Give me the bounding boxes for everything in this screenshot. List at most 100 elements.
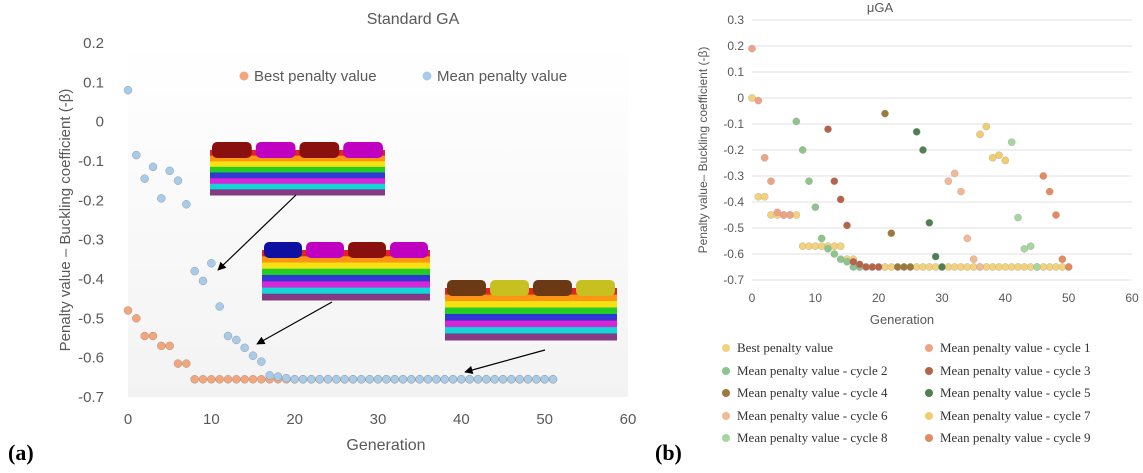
series-7-point bbox=[976, 130, 984, 139]
series-0-point bbox=[798, 242, 807, 250]
legend-label: Mean penalty value - cycle 3 bbox=[940, 362, 1091, 378]
legend-item: Best penalty value bbox=[722, 340, 833, 356]
inset-layer bbox=[445, 307, 617, 315]
chart-b-xtick-label: 40 bbox=[999, 291, 1013, 305]
mean-penalty-point bbox=[307, 375, 316, 384]
chart-a-plot-area bbox=[128, 43, 628, 397]
mean-penalty-point bbox=[348, 375, 358, 384]
series-5-point bbox=[919, 146, 927, 154]
legend-label: Best penalty value bbox=[737, 340, 834, 355]
best-penalty-point bbox=[198, 375, 208, 384]
series-0-point bbox=[1020, 263, 1029, 271]
legend-item: Mean penalty value - cycle 7 bbox=[925, 408, 1091, 424]
series-0-point bbox=[836, 242, 845, 250]
series-6-point bbox=[944, 177, 953, 185]
series-0-point bbox=[767, 211, 775, 219]
mean-penalty-point bbox=[165, 166, 174, 176]
series-2-point bbox=[805, 177, 813, 185]
series-4-point bbox=[900, 263, 908, 271]
legend-item: Mean penalty value - cycle 8 bbox=[722, 430, 888, 446]
series-1-point bbox=[767, 177, 775, 185]
series-6-point bbox=[969, 255, 978, 263]
inset-layer bbox=[210, 183, 385, 190]
legend-item: Mean penalty value - cycle 2 bbox=[722, 363, 888, 379]
series-0-point bbox=[792, 211, 801, 219]
legend-item: Mean penalty value - cycle 3 bbox=[925, 363, 1091, 379]
series-4-point bbox=[893, 263, 902, 271]
series-0-point bbox=[887, 263, 896, 271]
series-0-point bbox=[881, 263, 889, 271]
chart-a-ytick-label: -0.3 bbox=[78, 232, 104, 249]
mean-penalty-point bbox=[190, 266, 199, 276]
mean-penalty-point bbox=[232, 335, 241, 345]
chart-b-xtick-label: 30 bbox=[935, 291, 949, 305]
series-2-point bbox=[824, 245, 832, 253]
legend-marker-mean bbox=[422, 71, 432, 81]
legend-marker bbox=[722, 434, 730, 442]
mean-penalty-point bbox=[498, 375, 508, 384]
chart-b-ytick-label: -0.5 bbox=[723, 221, 744, 235]
series-9-point bbox=[1052, 211, 1060, 219]
mean-penalty-point bbox=[198, 276, 208, 286]
legend-label: Mean penalty value - cycle 8 bbox=[737, 430, 888, 445]
series-1-point bbox=[773, 208, 782, 217]
mean-penalty-point bbox=[207, 259, 216, 268]
series-1-point bbox=[786, 211, 794, 219]
mean-penalty-point bbox=[223, 331, 233, 341]
series-7-point bbox=[1001, 156, 1010, 165]
series-2-point bbox=[811, 203, 820, 211]
series-0-point bbox=[817, 242, 826, 250]
series-7-point bbox=[995, 151, 1003, 159]
mean-penalty-point bbox=[132, 150, 141, 160]
chart-b-xtick-label: 0 bbox=[749, 291, 756, 305]
inset-layer bbox=[210, 178, 385, 185]
chart-a-xtick-label: 10 bbox=[203, 411, 220, 428]
series-1-point bbox=[760, 154, 769, 162]
series-0-point bbox=[754, 193, 763, 201]
legend-marker bbox=[722, 366, 730, 375]
inset-cap bbox=[299, 142, 340, 158]
chart-b-ytick-label: 0.1 bbox=[727, 65, 744, 79]
best-penalty-point bbox=[157, 341, 166, 351]
mean-penalty-point bbox=[157, 194, 166, 203]
inset-layer bbox=[262, 250, 430, 257]
chart-b-xtick-label: 20 bbox=[872, 291, 886, 305]
mean-penalty-point bbox=[398, 375, 408, 384]
series-2-point bbox=[798, 146, 807, 154]
mean-penalty-point bbox=[548, 375, 558, 384]
inset-cap bbox=[264, 242, 302, 258]
legend-label: Mean penalty value - cycle 9 bbox=[940, 430, 1091, 445]
mean-penalty-point bbox=[523, 375, 533, 384]
mean-penalty-point bbox=[432, 375, 441, 384]
legend-marker bbox=[722, 411, 730, 420]
legend-marker bbox=[925, 434, 933, 442]
inset-layer bbox=[262, 262, 430, 270]
series-0-point bbox=[982, 263, 991, 271]
inset-layer bbox=[262, 287, 430, 295]
structure-inset-image bbox=[210, 142, 385, 196]
series-2-point bbox=[830, 250, 839, 258]
series-0-point bbox=[1026, 263, 1035, 271]
best-penalty-point bbox=[223, 375, 233, 384]
series-3-point bbox=[824, 125, 832, 133]
chart-a-xlabel: Generation bbox=[346, 437, 425, 454]
mean-penalty-point bbox=[340, 375, 349, 384]
mean-penalty-point bbox=[507, 375, 516, 384]
inset-layer bbox=[210, 172, 385, 179]
legend-label-mean: Mean penalty value bbox=[437, 68, 567, 85]
series-0-point bbox=[963, 263, 972, 271]
series-0-point bbox=[950, 263, 959, 271]
inset-cap bbox=[533, 280, 572, 296]
inset-cap bbox=[255, 142, 296, 158]
series-0-point bbox=[830, 242, 839, 250]
series-0-point bbox=[748, 94, 756, 102]
mean-penalty-point bbox=[315, 375, 324, 384]
legend-item: Mean penalty value - cycle 1 bbox=[925, 340, 1091, 356]
legend-marker bbox=[925, 344, 933, 352]
structure-inset-image bbox=[262, 242, 430, 301]
panel-label-a: (a) bbox=[8, 440, 34, 465]
best-penalty-point bbox=[165, 341, 174, 351]
mean-penalty-point bbox=[473, 375, 483, 384]
inset-cap bbox=[490, 280, 529, 296]
